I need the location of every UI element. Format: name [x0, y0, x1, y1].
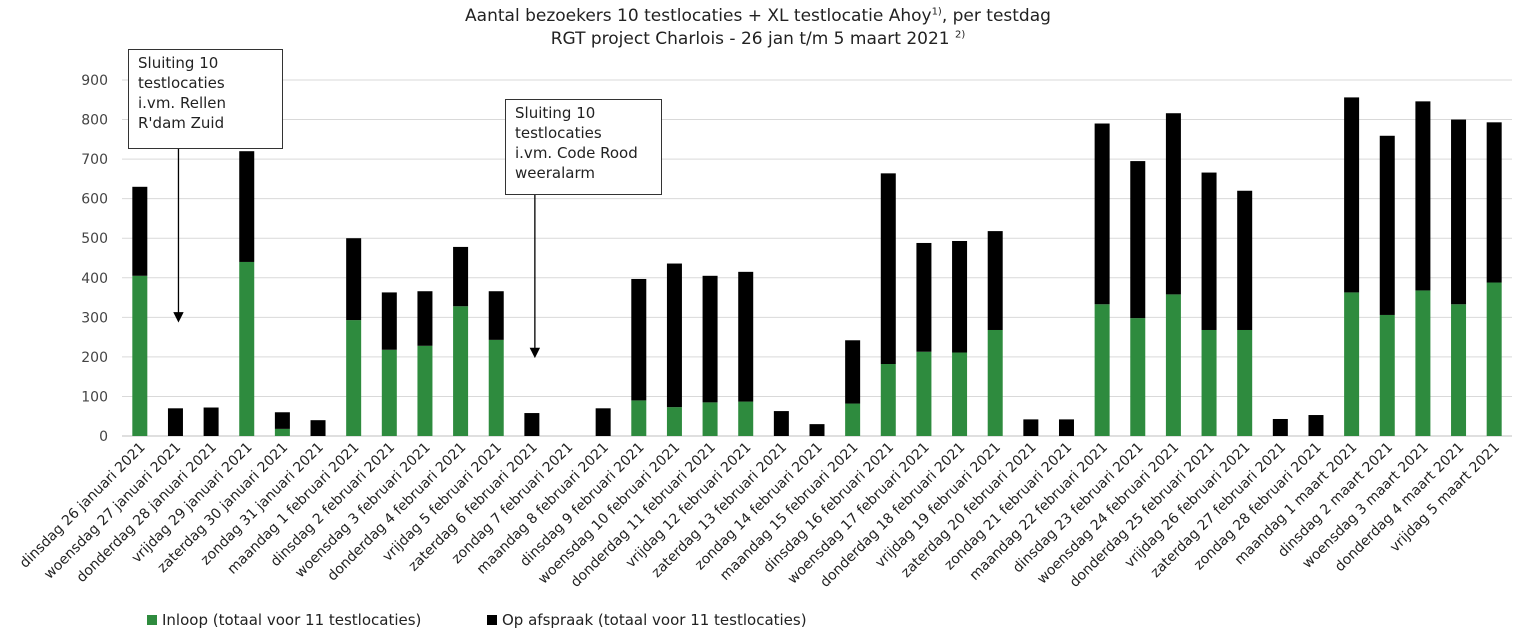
bar-segment-op-afspraak	[595, 408, 611, 436]
bar-segment-op-afspraak	[1344, 97, 1360, 293]
bar-segment-op-afspraak	[773, 411, 789, 436]
bar-segment-op-afspraak	[952, 240, 968, 353]
annotation-line: i.vm. Rellen	[138, 94, 227, 112]
bar-segment-inloop	[1486, 282, 1502, 436]
bar-segment-inloop	[952, 352, 968, 436]
bar-segment-op-afspraak	[132, 186, 148, 276]
bar-segment-op-afspraak	[845, 340, 861, 404]
bar-segment-op-afspraak	[1486, 122, 1502, 283]
bar-segment-op-afspraak	[1415, 101, 1431, 291]
annotation-line: testlocaties	[515, 124, 602, 142]
bar-segment-inloop	[274, 428, 290, 436]
bar-segment-op-afspraak	[1308, 415, 1324, 436]
bar-segment-op-afspraak	[916, 242, 932, 352]
bar-segment-op-afspraak	[666, 263, 682, 408]
legend-swatch-green	[147, 615, 157, 625]
bar-segment-op-afspraak	[1165, 113, 1181, 295]
bar-segment-inloop	[346, 320, 362, 436]
bar-segment-inloop	[239, 261, 255, 436]
chart-title-line-2: RGT project Charlois - 26 jan t/m 5 maar…	[550, 29, 966, 49]
legend-item-inloop: Inloop (totaal voor 11 testlocaties)	[147, 611, 421, 629]
bar-segment-inloop	[631, 400, 647, 436]
bar-segment-op-afspraak	[1094, 123, 1110, 305]
bar-segment-op-afspraak	[488, 291, 504, 340]
bar-segment-op-afspraak	[453, 246, 469, 307]
bar-segment-inloop	[488, 339, 504, 436]
y-tick-label: 700	[81, 152, 108, 168]
bar-segment-inloop	[417, 345, 433, 436]
bar-segment-inloop	[1344, 292, 1360, 436]
bar-segment-op-afspraak	[702, 275, 718, 403]
annotation-box-code-red: Sluiting 10 testlocaties i.vm. Code Rood…	[505, 99, 662, 195]
annotation-line: i.vm. Code Rood	[515, 144, 638, 162]
bar-segment-op-afspraak	[1272, 418, 1288, 436]
annotation-line: R'dam Zuid	[138, 114, 225, 132]
bar-segment-op-afspraak	[809, 424, 825, 436]
bar-segment-inloop	[1094, 304, 1110, 436]
bar-segment-op-afspraak	[1023, 419, 1039, 436]
y-tick-label: 200	[81, 350, 108, 366]
bar-segment-inloop	[845, 403, 861, 436]
annotation-line: weeralarm	[515, 164, 595, 182]
bar-segment-inloop	[880, 364, 896, 436]
bar-segment-inloop	[1130, 318, 1146, 436]
bar-segment-inloop	[1201, 329, 1217, 436]
legend-item-op-afspraak: Op afspraak (totaal voor 11 testlocaties…	[487, 611, 807, 629]
bar-segment-op-afspraak	[417, 291, 433, 346]
bar-segment-inloop	[1379, 314, 1395, 436]
x-tick-label: donderdag 28 januari 2021	[74, 440, 220, 586]
bar-segment-op-afspraak	[310, 420, 326, 436]
annotation-line: Sluiting 10	[515, 104, 596, 122]
bar-segment-op-afspraak	[346, 238, 362, 321]
y-tick-label: 300	[81, 310, 108, 326]
bar-segment-inloop	[1237, 329, 1253, 436]
bar-segment-inloop	[738, 401, 754, 436]
bar-segment-op-afspraak	[167, 408, 183, 436]
bar-segment-op-afspraak	[1237, 190, 1253, 330]
bar-segment-inloop	[916, 351, 932, 436]
bar-segment-inloop	[987, 329, 1003, 436]
annotation-box-riots: Sluiting 10 testlocaties i.vm. Rellen R'…	[128, 49, 283, 149]
bar-segment-op-afspraak	[1379, 135, 1395, 315]
y-tick-label: 100	[81, 389, 108, 405]
bar-segment-op-afspraak	[738, 271, 754, 402]
legend-label: Inloop (totaal voor 11 testlocaties)	[162, 611, 422, 629]
bar-segment-inloop	[381, 349, 397, 436]
bar-segment-op-afspraak	[1201, 172, 1217, 330]
bar-segment-op-afspraak	[239, 151, 255, 262]
annotation-line: testlocaties	[138, 74, 225, 92]
bar-segment-op-afspraak	[631, 278, 647, 401]
bar-segment-inloop	[453, 306, 469, 436]
y-tick-label: 400	[81, 271, 108, 287]
bar-segment-inloop	[666, 407, 682, 436]
bar-segment-op-afspraak	[203, 407, 219, 436]
annotation-line: Sluiting 10	[138, 54, 219, 72]
legend-swatch-black	[487, 615, 497, 625]
chart-title-line-1: Aantal bezoekers 10 testlocaties + XL te…	[465, 6, 1051, 26]
bar-segment-op-afspraak	[880, 173, 896, 365]
bar-segment-op-afspraak	[1451, 119, 1467, 305]
y-tick-label: 500	[81, 231, 108, 247]
y-tick-label: 0	[99, 429, 108, 445]
bar-segment-op-afspraak	[274, 412, 290, 429]
bar-segment-inloop	[1451, 304, 1467, 436]
bar-segment-inloop	[1415, 290, 1431, 436]
bar-segment-op-afspraak	[987, 231, 1003, 330]
bar-segment-inloop	[132, 275, 148, 436]
y-tick-label: 800	[81, 113, 108, 129]
y-tick-label: 600	[81, 192, 108, 208]
bar-segment-op-afspraak	[381, 292, 397, 350]
bar-segment-inloop	[1165, 294, 1181, 436]
bar-segment-op-afspraak	[1130, 161, 1146, 319]
y-tick-label: 900	[81, 73, 108, 89]
bar-segment-op-afspraak	[1058, 419, 1074, 436]
bar-segment-op-afspraak	[524, 413, 540, 436]
legend-label: Op afspraak (totaal voor 11 testlocaties…	[502, 611, 807, 629]
bar-segment-inloop	[702, 402, 718, 436]
